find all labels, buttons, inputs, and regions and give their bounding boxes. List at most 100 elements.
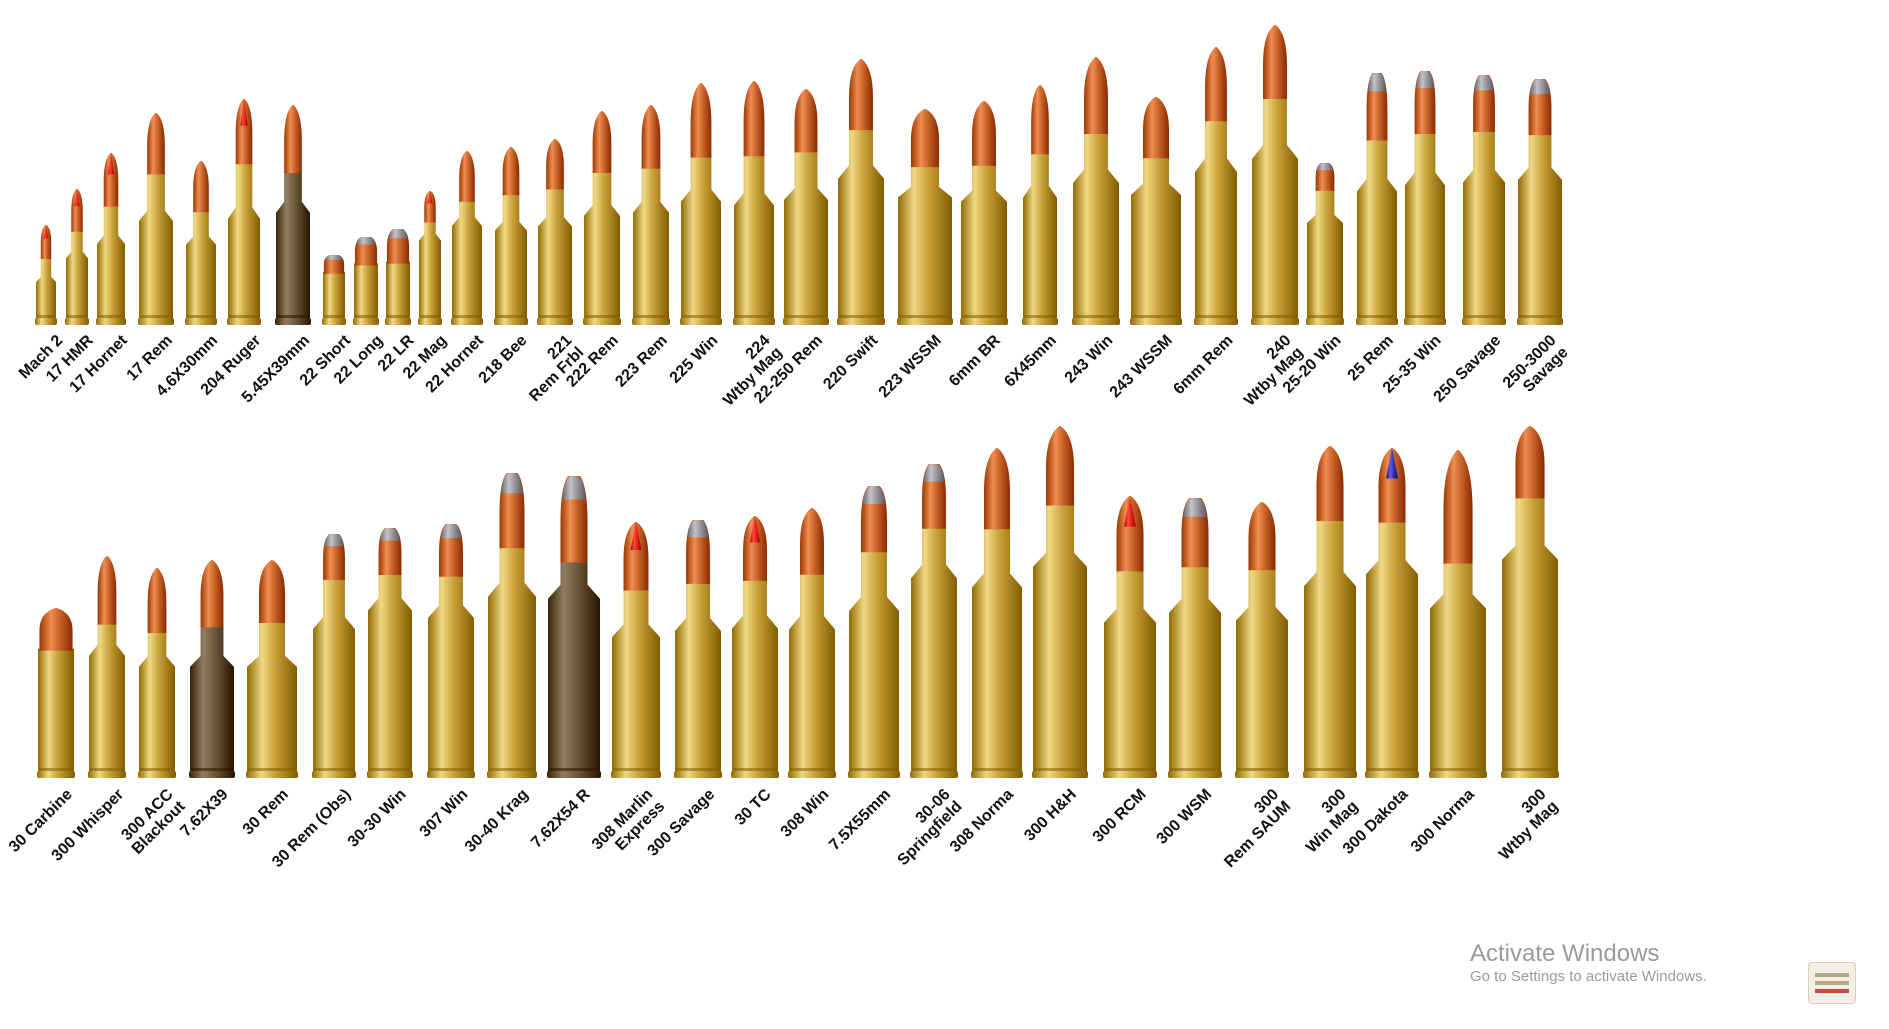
cartridge-rim	[788, 771, 836, 778]
cartridge-top-30	[1462, 75, 1506, 325]
bullet	[1116, 496, 1144, 572]
cartridge-case	[354, 263, 378, 318]
cartridge-rim	[1235, 771, 1289, 778]
cartridge-label: 300 Norma	[1407, 786, 1478, 856]
bullet	[910, 109, 940, 168]
bullet	[1378, 448, 1406, 523]
cartridge-top-13	[537, 139, 573, 325]
cartridge-top-26	[1251, 25, 1299, 325]
cartridge-rim	[1501, 771, 1559, 778]
cartridge-label: 220 Swift	[820, 332, 882, 394]
cartridge-case	[89, 622, 125, 771]
cartridge-case	[548, 560, 600, 771]
cartridge-case	[675, 581, 721, 771]
cartridge-bottom-19	[1168, 498, 1222, 778]
polymer-tip	[749, 516, 761, 543]
cartridge-case	[247, 621, 297, 771]
cartridge-top-1	[65, 189, 89, 325]
cartridge-top-23	[1072, 57, 1120, 325]
bullet	[259, 560, 285, 624]
cartridge-bottom-21	[1303, 446, 1357, 778]
cartridge-case	[428, 574, 474, 771]
bullet	[1316, 446, 1344, 522]
watermark-subtitle: Go to Settings to activate Windows.	[1470, 968, 1707, 985]
cartridge-rim	[783, 318, 829, 325]
bullet	[200, 560, 224, 628]
cartridge-case	[961, 163, 1007, 318]
cartridge-rim	[385, 318, 411, 325]
cartridge-case	[386, 261, 410, 318]
cartridge-case	[789, 572, 835, 771]
watermark-title: Activate Windows	[1470, 940, 1660, 967]
cartridge-case	[898, 165, 952, 318]
cartridge-bottom-17	[1032, 426, 1088, 778]
cartridge-case	[66, 229, 88, 318]
cartridge-label: 6mm Rem	[1170, 332, 1237, 399]
cartridge-rim	[971, 771, 1023, 778]
lead-tip	[380, 528, 400, 541]
cartridge-case	[1169, 565, 1221, 771]
cartridge-label: 7.62X54 R	[528, 786, 594, 852]
cartridge-rim	[1022, 318, 1058, 325]
cartridge-label: 300 H&H	[1021, 786, 1080, 845]
polymer-tip	[74, 189, 80, 207]
channel-logo	[1808, 962, 1856, 1004]
cartridge-case	[368, 573, 412, 771]
cartridge-case	[419, 220, 441, 318]
polymer-tip	[630, 522, 642, 550]
bullet	[40, 225, 52, 259]
cartridge-label: 308 Norma	[946, 786, 1017, 856]
cartridge-bottom-0	[37, 608, 75, 778]
cartridge-bottom-24	[1501, 426, 1559, 778]
cartridge-rim	[537, 318, 573, 325]
cartridge-rim	[848, 771, 900, 778]
cartridge-rim	[1032, 771, 1088, 778]
cartridge-case	[313, 577, 355, 771]
cartridge-rim	[547, 771, 601, 778]
lead-tip	[1474, 75, 1494, 91]
cartridge-label: 300 Wtby Mag	[1496, 786, 1562, 864]
cartridge-top-31	[1517, 79, 1563, 325]
cartridge-rim	[322, 318, 346, 325]
cartridge-rim	[494, 318, 528, 325]
cartridge-case	[612, 588, 660, 771]
cartridge-case	[488, 546, 536, 771]
bullet	[39, 608, 73, 651]
cartridge-rim	[312, 771, 356, 778]
lead-tip	[1416, 71, 1434, 89]
cartridge-top-17	[733, 81, 775, 325]
cartridge-label: 6mm BR	[946, 332, 1004, 390]
lead-tip	[1530, 79, 1550, 95]
cartridge-label: 243 WSSM	[1106, 332, 1176, 402]
lead-tip	[1183, 498, 1207, 517]
cartridge-top-21	[960, 101, 1008, 325]
cartridge-rim	[910, 771, 958, 778]
polymer-tip	[1386, 448, 1398, 479]
lead-tip	[1317, 163, 1333, 171]
cartridge-case	[323, 271, 345, 318]
cartridge-case	[732, 578, 778, 771]
bullet	[1248, 502, 1276, 571]
bullet	[1263, 25, 1287, 99]
cartridge-label: 223 WSSM	[875, 332, 945, 402]
cartridge-rim	[1303, 771, 1357, 778]
cartridge-case	[139, 631, 175, 771]
cartridge-case	[1405, 131, 1445, 318]
bullet	[849, 59, 873, 131]
cartridge-label: 300 Dakota	[1339, 786, 1412, 858]
cartridge-case	[1430, 561, 1486, 771]
cartridge-label: 243 Win	[1061, 332, 1117, 387]
cartridge-case	[1073, 132, 1119, 318]
cartridge-case	[784, 150, 828, 318]
cartridge-rim	[1517, 318, 1563, 325]
bullet	[147, 113, 165, 175]
cartridge-top-24	[1130, 97, 1182, 325]
cartridge-case	[452, 199, 482, 318]
cartridge-case	[495, 193, 527, 318]
bullet	[623, 522, 649, 591]
bullet	[147, 568, 167, 633]
bullet	[502, 147, 520, 196]
cartridge-rim	[1429, 771, 1487, 778]
cartridge-top-15	[632, 105, 670, 325]
cartridge-rim	[35, 318, 57, 325]
